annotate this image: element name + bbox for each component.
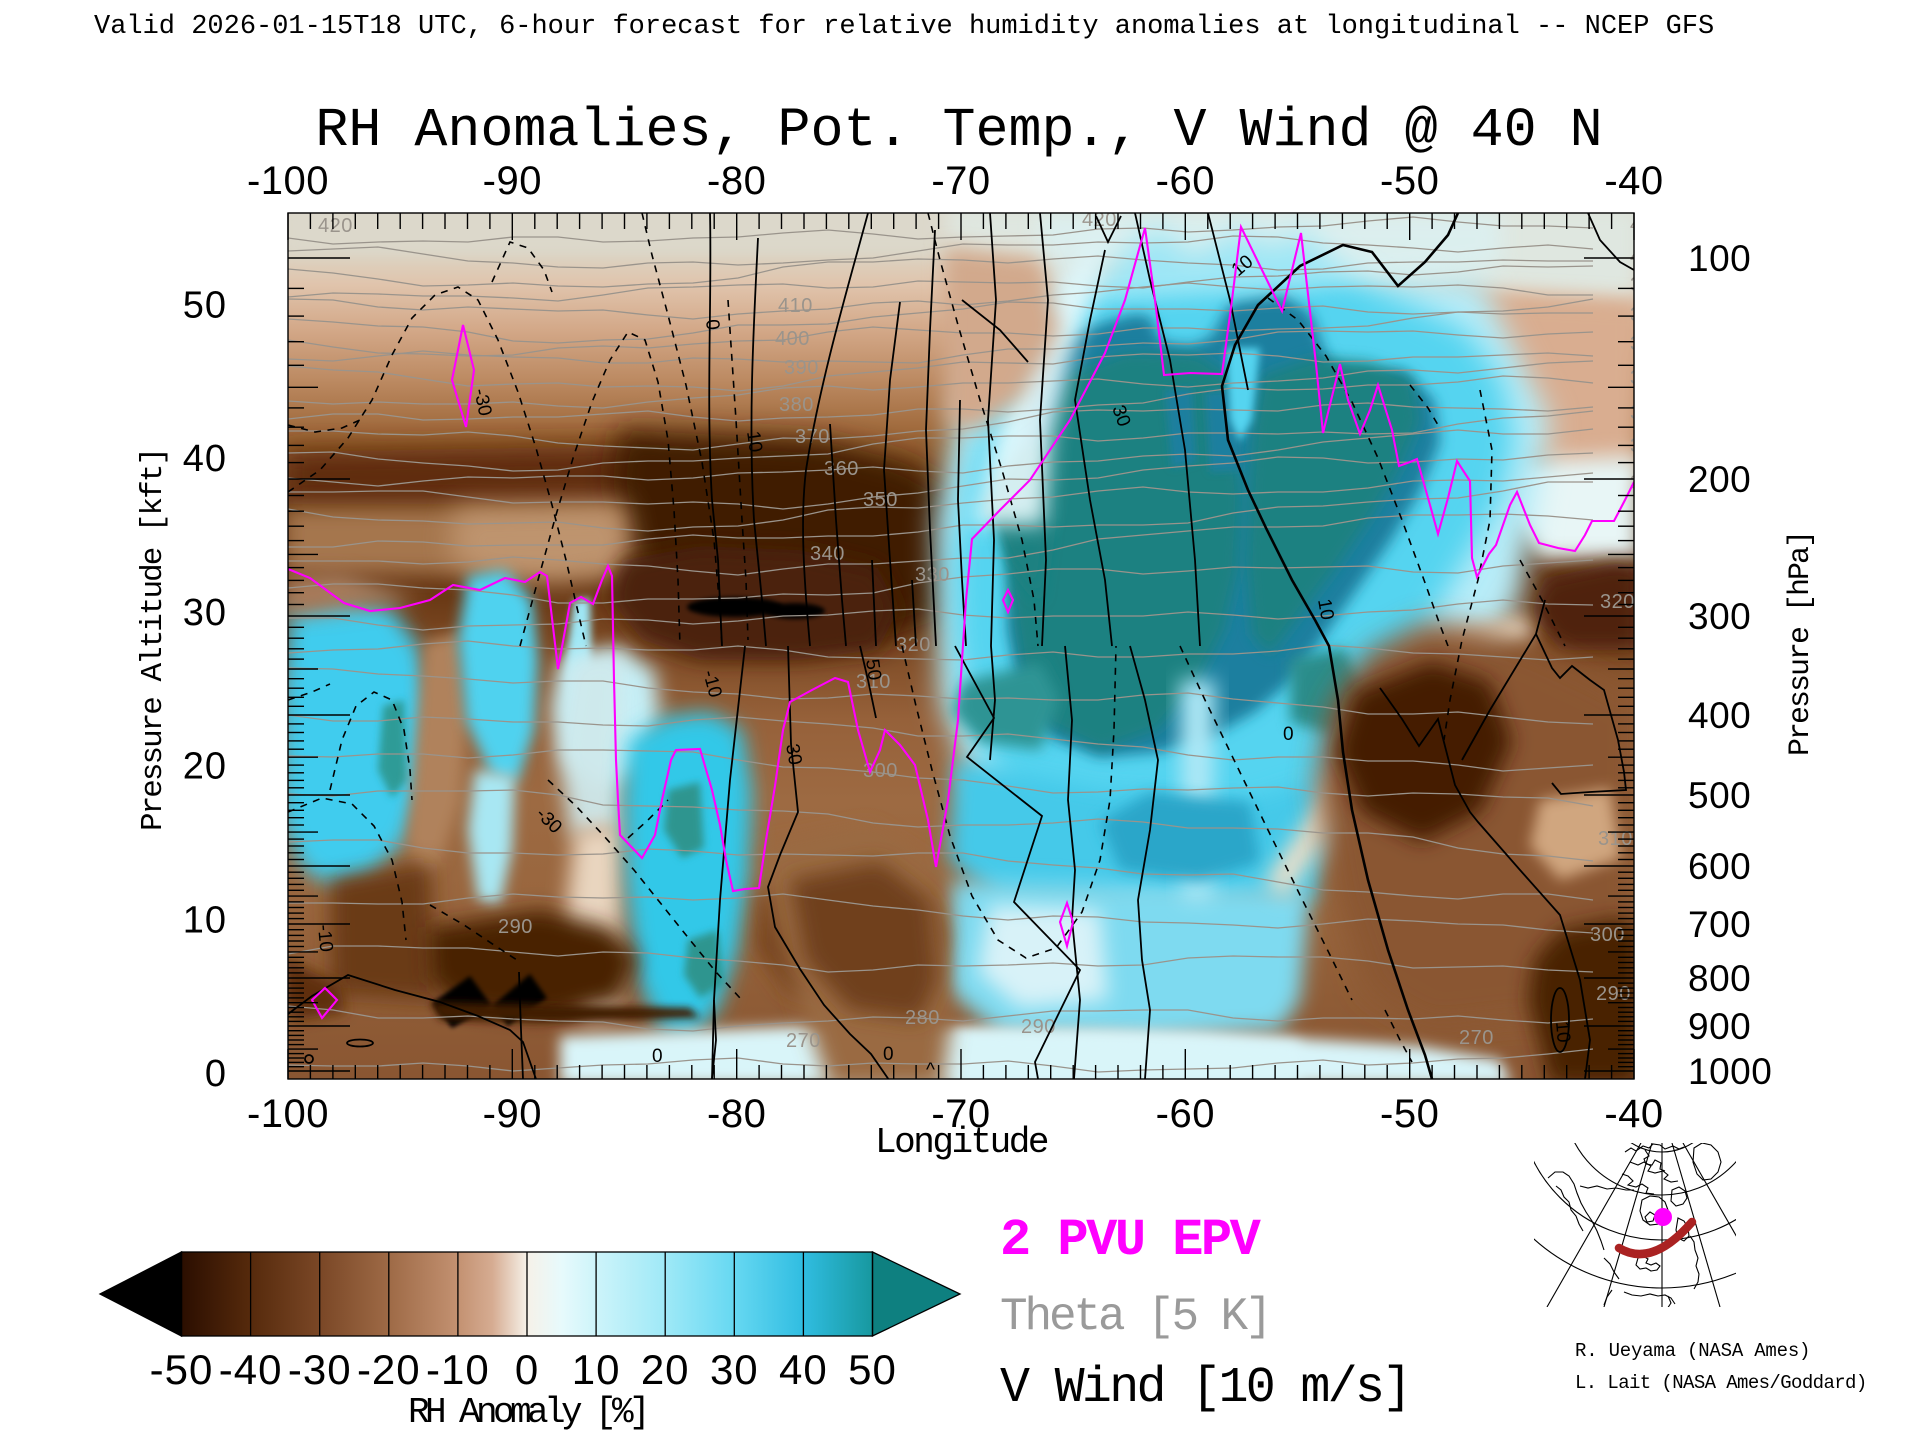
svg-text:-10: -10 bbox=[313, 924, 336, 953]
svg-text:400: 400 bbox=[775, 328, 810, 350]
svg-text:-50: -50 bbox=[150, 1346, 214, 1393]
svg-text:300: 300 bbox=[1688, 596, 1751, 637]
svg-text:50: 50 bbox=[183, 285, 227, 327]
svg-text:1000: 1000 bbox=[1688, 1051, 1772, 1092]
svg-text:40: 40 bbox=[779, 1346, 828, 1393]
svg-text:Theta [5 K]: Theta [5 K] bbox=[1000, 1291, 1270, 1343]
svg-text:0: 0 bbox=[515, 1346, 539, 1393]
svg-text:410: 410 bbox=[1630, 214, 1665, 236]
svg-text:-80: -80 bbox=[707, 1092, 766, 1136]
svg-text:-90: -90 bbox=[483, 1092, 542, 1136]
svg-text:380: 380 bbox=[1630, 304, 1665, 326]
svg-text:Valid 2026-01-15T18 UTC, 6-hou: Valid 2026-01-15T18 UTC, 6-hour forecast… bbox=[94, 12, 1714, 42]
svg-text:40: 40 bbox=[183, 438, 227, 480]
svg-text:350: 350 bbox=[863, 489, 898, 511]
svg-text:270: 270 bbox=[1459, 1027, 1494, 1049]
svg-text:0: 0 bbox=[652, 1046, 663, 1067]
svg-text:270: 270 bbox=[786, 1030, 821, 1052]
svg-text:600: 600 bbox=[1688, 846, 1751, 887]
svg-text:-70: -70 bbox=[931, 159, 990, 203]
svg-text:30: 30 bbox=[710, 1346, 759, 1393]
svg-text:100: 100 bbox=[1688, 238, 1751, 279]
svg-text:10: 10 bbox=[572, 1346, 621, 1393]
svg-text:330: 330 bbox=[1630, 472, 1665, 494]
svg-text:900: 900 bbox=[1688, 1006, 1751, 1047]
svg-text:0: 0 bbox=[205, 1053, 227, 1095]
svg-text:2 PVU EPV: 2 PVU EPV bbox=[1000, 1211, 1262, 1270]
svg-text:500: 500 bbox=[1688, 775, 1751, 816]
svg-text:-40: -40 bbox=[1604, 159, 1663, 203]
svg-text:0: 0 bbox=[883, 1044, 894, 1065]
svg-text:340: 340 bbox=[810, 543, 845, 565]
svg-text:50: 50 bbox=[848, 1346, 897, 1393]
svg-text:300: 300 bbox=[1590, 924, 1625, 946]
svg-text:370: 370 bbox=[1630, 333, 1665, 355]
svg-text:-60: -60 bbox=[1156, 159, 1215, 203]
svg-text:10: 10 bbox=[742, 430, 766, 454]
svg-text:320: 320 bbox=[896, 634, 931, 656]
svg-text:290: 290 bbox=[1596, 983, 1631, 1005]
svg-text:-50: -50 bbox=[1380, 1092, 1439, 1136]
svg-text:0: 0 bbox=[1283, 724, 1294, 745]
svg-text:-60: -60 bbox=[1156, 1092, 1215, 1136]
svg-text:R. Ueyama (NASA Ames): R. Ueyama (NASA Ames) bbox=[1575, 1340, 1810, 1362]
svg-text:20: 20 bbox=[641, 1346, 690, 1393]
svg-text:0: 0 bbox=[701, 318, 723, 331]
svg-text:420: 420 bbox=[318, 215, 353, 237]
svg-text:Longitude: Longitude bbox=[875, 1122, 1048, 1163]
svg-text:310: 310 bbox=[1598, 828, 1633, 850]
svg-text:-20: -20 bbox=[357, 1346, 421, 1393]
svg-text:-80: -80 bbox=[707, 159, 766, 203]
svg-text:10: 10 bbox=[1313, 597, 1337, 621]
svg-text:30: 30 bbox=[781, 742, 805, 766]
svg-text:30: 30 bbox=[183, 592, 227, 634]
svg-text:-100: -100 bbox=[247, 1092, 329, 1136]
svg-text:RH Anomalies, Pot. Temp., V Wi: RH Anomalies, Pot. Temp., V Wind @ 40 N bbox=[315, 99, 1602, 162]
svg-text:10: 10 bbox=[183, 899, 227, 941]
svg-text:-30: -30 bbox=[288, 1346, 352, 1393]
svg-text:360: 360 bbox=[1630, 367, 1665, 389]
svg-text:290: 290 bbox=[498, 916, 533, 938]
svg-text:RH Anomaly [%]: RH Anomaly [%] bbox=[408, 1392, 646, 1433]
svg-text:-90: -90 bbox=[483, 159, 542, 203]
svg-text:400: 400 bbox=[1688, 695, 1751, 736]
svg-text:200: 200 bbox=[1688, 459, 1751, 500]
svg-text:320: 320 bbox=[1600, 591, 1635, 613]
svg-text:10: 10 bbox=[1551, 1021, 1574, 1044]
svg-text:-70: -70 bbox=[931, 1092, 990, 1136]
svg-text:350: 350 bbox=[1630, 402, 1665, 424]
svg-text:50: 50 bbox=[861, 658, 885, 682]
svg-text:-10: -10 bbox=[426, 1346, 490, 1393]
svg-text:V Wind [10 m/s]: V Wind [10 m/s] bbox=[1000, 1360, 1410, 1417]
svg-text:L. Lait (NASA Ames/Goddard): L. Lait (NASA Ames/Goddard) bbox=[1575, 1372, 1867, 1394]
svg-text:290: 290 bbox=[1021, 1016, 1056, 1038]
svg-text:Pressure Altitude [kft]: Pressure Altitude [kft] bbox=[136, 449, 171, 831]
svg-text:280: 280 bbox=[905, 1007, 940, 1029]
svg-text:-50: -50 bbox=[1380, 159, 1439, 203]
svg-text:^: ^ bbox=[926, 1060, 935, 1081]
svg-text:800: 800 bbox=[1688, 958, 1751, 999]
svg-text:-40: -40 bbox=[1604, 1092, 1663, 1136]
svg-text:410: 410 bbox=[778, 295, 813, 317]
svg-text:300: 300 bbox=[863, 760, 898, 782]
svg-text:700: 700 bbox=[1688, 904, 1751, 945]
svg-text:-40: -40 bbox=[219, 1346, 283, 1393]
svg-text:310: 310 bbox=[856, 671, 891, 693]
svg-text:Pressure [hPa]: Pressure [hPa] bbox=[1784, 532, 1818, 756]
svg-text:390: 390 bbox=[1630, 274, 1665, 296]
svg-text:400: 400 bbox=[1630, 246, 1665, 268]
svg-text:20: 20 bbox=[183, 746, 227, 788]
svg-text:390: 390 bbox=[784, 357, 819, 379]
svg-text:380: 380 bbox=[779, 394, 814, 416]
svg-text:360: 360 bbox=[824, 458, 859, 480]
svg-text:-100: -100 bbox=[247, 159, 329, 203]
